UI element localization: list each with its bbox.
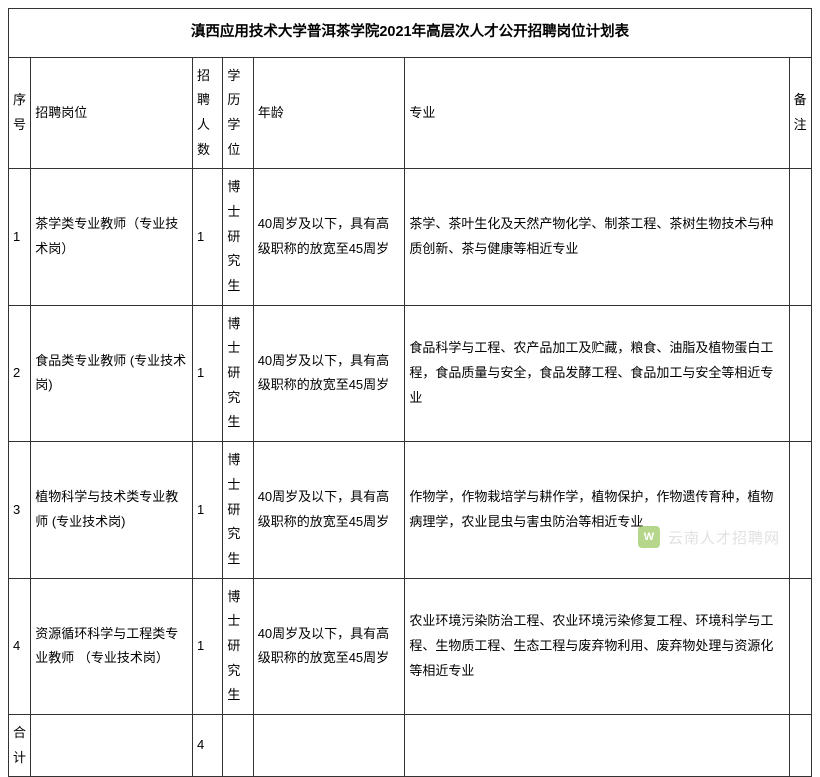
col-header-edu: 学历学位	[223, 57, 253, 169]
cell-age: 40周岁及以下，具有高级职称的放宽至45周岁	[253, 578, 405, 714]
total-empty	[789, 715, 811, 777]
cell-major: 农业环境污染防治工程、农业环境污染修复工程、环境科学与工程、生物质工程、生态工程…	[405, 578, 789, 714]
cell-edu: 博士研究生	[223, 305, 253, 441]
cell-edu: 博士研究生	[223, 169, 253, 305]
total-empty	[31, 715, 193, 777]
cell-seq: 4	[9, 578, 31, 714]
total-empty	[253, 715, 405, 777]
table-row: 4 资源循环科学与工程类专业教师 （专业技术岗） 1 博士研究生 40周岁及以下…	[9, 578, 812, 714]
cell-num: 1	[193, 442, 223, 578]
cell-edu: 博士研究生	[223, 442, 253, 578]
table-header-row: 序号 招聘岗位 招聘人数 学历学位 年龄 专业 备注	[9, 57, 812, 169]
col-header-pos: 招聘岗位	[31, 57, 193, 169]
cell-note	[789, 578, 811, 714]
cell-major: 作物学，作物栽培学与耕作学，植物保护，作物遗传育种，植物病理学，农业昆虫与害虫防…	[405, 442, 789, 578]
cell-edu: 博士研究生	[223, 578, 253, 714]
cell-pos: 植物科学与技术类专业教师 (专业技术岗)	[31, 442, 193, 578]
cell-age: 40周岁及以下，具有高级职称的放宽至45周岁	[253, 169, 405, 305]
cell-note	[789, 442, 811, 578]
cell-age: 40周岁及以下，具有高级职称的放宽至45周岁	[253, 442, 405, 578]
cell-note	[789, 305, 811, 441]
cell-num: 1	[193, 169, 223, 305]
cell-num: 1	[193, 578, 223, 714]
table-total-row: 合计 4	[9, 715, 812, 777]
cell-age: 40周岁及以下，具有高级职称的放宽至45周岁	[253, 305, 405, 441]
cell-seq: 2	[9, 305, 31, 441]
table-row: 3 植物科学与技术类专业教师 (专业技术岗) 1 博士研究生 40周岁及以下，具…	[9, 442, 812, 578]
total-label: 合计	[9, 715, 31, 777]
cell-num: 1	[193, 305, 223, 441]
cell-pos: 资源循环科学与工程类专业教师 （专业技术岗）	[31, 578, 193, 714]
table-title: 滇西应用技术大学普洱茶学院2021年高层次人才公开招聘岗位计划表	[9, 9, 812, 58]
cell-major: 食品科学与工程、农产品加工及贮藏，粮食、油脂及植物蛋白工程，食品质量与安全，食品…	[405, 305, 789, 441]
table-title-row: 滇西应用技术大学普洱茶学院2021年高层次人才公开招聘岗位计划表	[9, 9, 812, 58]
col-header-note: 备注	[789, 57, 811, 169]
cell-seq: 1	[9, 169, 31, 305]
cell-note	[789, 169, 811, 305]
total-count: 4	[193, 715, 223, 777]
col-header-major: 专业	[405, 57, 789, 169]
table-row: 1 茶学类专业教师（专业技术岗） 1 博士研究生 40周岁及以下，具有高级职称的…	[9, 169, 812, 305]
cell-seq: 3	[9, 442, 31, 578]
recruitment-table: 滇西应用技术大学普洱茶学院2021年高层次人才公开招聘岗位计划表 序号 招聘岗位…	[8, 8, 812, 777]
total-empty	[405, 715, 789, 777]
cell-pos: 茶学类专业教师（专业技术岗）	[31, 169, 193, 305]
cell-major: 茶学、茶叶生化及天然产物化学、制茶工程、茶树生物技术与种质创新、茶与健康等相近专…	[405, 169, 789, 305]
table-row: 2 食品类专业教师 (专业技术岗) 1 博士研究生 40周岁及以下，具有高级职称…	[9, 305, 812, 441]
col-header-seq: 序号	[9, 57, 31, 169]
col-header-num: 招聘人数	[193, 57, 223, 169]
total-empty	[223, 715, 253, 777]
col-header-age: 年龄	[253, 57, 405, 169]
cell-pos: 食品类专业教师 (专业技术岗)	[31, 305, 193, 441]
